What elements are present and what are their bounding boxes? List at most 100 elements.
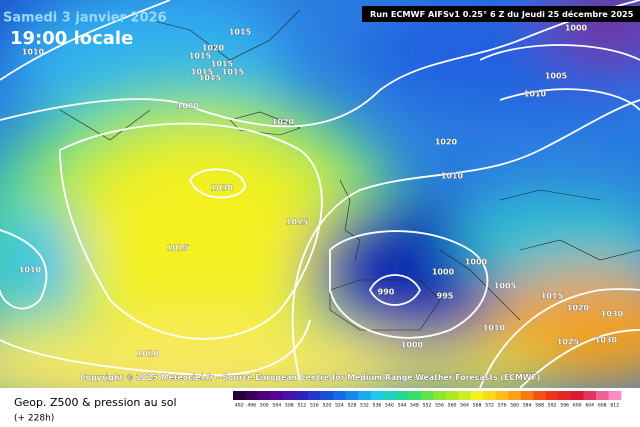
scale-label: 540 <box>385 403 394 409</box>
scale-swatch <box>383 391 397 400</box>
scale-label: 576 <box>498 403 507 409</box>
isobar-label: 1000 <box>401 341 424 350</box>
run-box <box>362 6 640 22</box>
isobar-label: 1015 <box>286 218 309 227</box>
scale-label: 500 <box>260 403 269 409</box>
scale-label: 492 <box>235 403 244 409</box>
scale-label: 504 <box>272 403 281 409</box>
isobar-label: 1020 <box>177 102 200 111</box>
scale-label: 508 <box>285 403 294 409</box>
scale-label: 496 <box>247 403 256 409</box>
isobar-label: 1025 <box>557 338 580 347</box>
isobar-label: 1010 <box>137 350 160 359</box>
scale-label: 524 <box>335 403 344 409</box>
scale-label: 612 <box>610 403 619 409</box>
title: Samedi 3 janvier 2026 <box>3 11 167 26</box>
isobar-label: 1000 <box>565 24 588 33</box>
isobar-label: 1010 <box>19 266 42 275</box>
scale-label: 588 <box>535 403 544 409</box>
scale-swatch <box>495 391 509 400</box>
scale-swatch <box>308 391 321 400</box>
scale-label: 584 <box>523 403 532 409</box>
scale-label: 532 <box>360 403 369 409</box>
scale-swatch <box>233 391 246 400</box>
scale-swatch <box>595 391 609 400</box>
footer-lead: (+ 228h) <box>14 414 54 424</box>
scale-swatch <box>558 391 572 400</box>
isobar-label: 1015 <box>229 28 252 37</box>
isobar-label: 1015 <box>541 292 564 301</box>
scale-label: 528 <box>348 403 357 409</box>
isobar-label: 1005 <box>545 72 568 81</box>
scale-swatch <box>245 391 259 400</box>
isobar-label: 1020 <box>435 138 458 147</box>
scale-swatch <box>395 391 409 400</box>
scale-label: 572 <box>485 403 494 409</box>
isobar-label: 1015 <box>189 52 212 61</box>
scale-label: 596 <box>560 403 569 409</box>
isobar-label: 1025 <box>167 244 190 253</box>
run-info: Run ECMWF AIFSv1 0.25° 6 Z du Jeudi 25 d… <box>370 9 634 19</box>
scale-label: 580 <box>510 403 519 409</box>
scale-swatch <box>370 391 384 400</box>
isobar-label: 1020 <box>202 44 225 53</box>
scale-label: 560 <box>448 403 457 409</box>
scale-label: 536 <box>373 403 382 409</box>
isobars <box>0 0 640 388</box>
isobar-label: 995 <box>437 292 454 301</box>
scale-swatch <box>408 391 422 400</box>
scale-label: 604 <box>585 403 594 409</box>
isobar-label: 1030 <box>601 310 624 319</box>
scale-swatch <box>283 391 296 400</box>
isobar-label: 1020 <box>567 304 590 313</box>
isobar-label: 1030 <box>211 184 234 193</box>
scale-swatch <box>458 391 472 400</box>
scale-swatch <box>358 391 371 400</box>
isobar-label: 1000 <box>432 268 455 277</box>
scale-swatch <box>333 391 346 400</box>
isobar-label: 1010 <box>22 48 45 57</box>
scale-label: 520 <box>322 403 331 409</box>
scale-label: 516 <box>310 403 319 409</box>
scale-label: 608 <box>598 403 607 409</box>
scale-swatch <box>433 391 447 400</box>
coastlines <box>59 9 640 331</box>
scale-label: 568 <box>473 403 482 409</box>
isobar-label: 1015 <box>199 74 222 83</box>
scale-label: 556 <box>435 403 444 409</box>
scale-swatch <box>508 391 522 400</box>
scale-label: 512 <box>297 403 306 409</box>
scale-swatch <box>483 391 497 400</box>
isobar-label: 1020 <box>272 118 295 127</box>
scale-swatch <box>520 391 534 400</box>
scale-swatch <box>583 391 597 400</box>
scale-swatch <box>270 391 284 400</box>
isobar-label: 1015 <box>191 68 214 77</box>
scale-label: 548 <box>410 403 419 409</box>
scale-label: 544 <box>398 403 407 409</box>
scale-label: 600 <box>573 403 582 409</box>
scale-label: 552 <box>423 403 432 409</box>
scale-swatch <box>533 391 547 400</box>
scale-swatch <box>570 391 584 400</box>
isobar-label: 1030 <box>595 336 618 345</box>
isobar-label: 1015 <box>211 60 234 69</box>
footer-title: Geop. Z500 & pression au sol <box>14 396 177 409</box>
isobar-label: 990 <box>378 288 395 297</box>
scale-swatch <box>295 391 309 400</box>
isobar-label: 1015 <box>222 68 245 77</box>
subtitle: 19:00 locale <box>10 28 133 49</box>
isobar-label: 1005 <box>494 282 517 291</box>
isobar-label: 1010 <box>441 172 464 181</box>
scale-swatch <box>320 391 334 400</box>
isobar-label: 1000 <box>465 258 488 267</box>
scale-swatch <box>445 391 459 400</box>
scale-label: 592 <box>548 403 557 409</box>
scale-swatch <box>420 391 434 400</box>
scale-swatch <box>608 391 622 400</box>
scale-swatch <box>345 391 359 400</box>
scale-swatch <box>258 391 271 400</box>
scale-swatch <box>470 391 484 400</box>
